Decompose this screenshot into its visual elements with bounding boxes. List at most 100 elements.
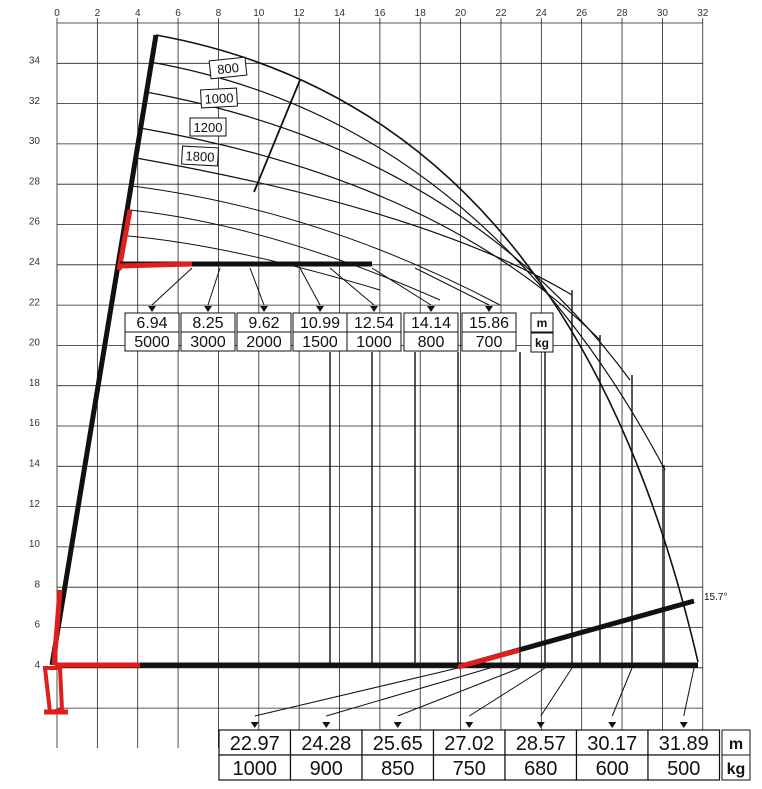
y-axis-ticks: 4 6 8 10 12 14 16 18 20 22 24 26 28 30 32 34 [29, 56, 41, 672]
pointer-arrow [393, 722, 402, 728]
jib-load-value: 1800 [185, 148, 215, 164]
angled-cylinder [457, 647, 521, 670]
unit-kg: kg [727, 761, 746, 778]
unit-cell [530, 332, 554, 353]
distance-cell [361, 729, 435, 756]
x-tick-label: 10 [253, 8, 265, 19]
pointer-arrow [608, 722, 617, 728]
load-value: 600 [596, 758, 629, 780]
x-tick-label: 4 [135, 8, 141, 19]
y-tick-label: 30 [29, 136, 41, 147]
distance-value: 27.02 [444, 733, 494, 755]
x-tick-label: 0 [54, 8, 60, 19]
jib-load-box [181, 145, 219, 167]
load-cell [575, 754, 649, 781]
leader-line [611, 667, 633, 717]
x-tick-label: 18 [415, 8, 427, 19]
x-tick-label: 22 [495, 8, 507, 19]
outer-reach-arc [155, 34, 699, 663]
unit-cell [530, 312, 554, 333]
unit-meter: m [729, 736, 743, 753]
reach-arc [135, 157, 573, 296]
leader-line [468, 667, 546, 717]
x-tick-label: 32 [697, 8, 709, 19]
pointer-arrow [322, 722, 331, 728]
load-cell [461, 331, 517, 352]
boom-cylinder [116, 209, 133, 271]
load-value: 750 [453, 758, 486, 780]
load-cell [124, 331, 180, 352]
pointer-arrow [536, 722, 545, 728]
reach-arc [149, 61, 666, 471]
leader-line [397, 667, 521, 717]
lower-load-table: 22.97 1000 24.28 900 25.65 850 27.02 750 28.57 68… [218, 667, 751, 781]
distance-cell [289, 729, 363, 756]
leader-line [326, 667, 491, 717]
leader-line [254, 667, 459, 717]
pointer-arrow [250, 722, 259, 728]
jib-limit-line [253, 79, 301, 193]
jib-load-box [200, 87, 238, 109]
distance-value: 31.89 [659, 733, 709, 755]
jib-load-label: 1800 [181, 145, 219, 167]
x-tick-label: 30 [657, 8, 669, 19]
jib-load-labels: 800 1000 1200 1800 [181, 56, 248, 167]
leader-line [371, 267, 432, 306]
load-cell [236, 331, 292, 352]
y-tick-label: 20 [29, 338, 41, 349]
boom-cylinder [51, 589, 63, 666]
distance-cell [647, 729, 721, 756]
distance-value: 15.86 [469, 315, 509, 332]
load-value: 900 [310, 758, 343, 780]
upper-load-table: 6.94 5000 8.25 3000 9.62 2000 10.99 1500 12.54 10… [124, 267, 554, 353]
distance-value: 6.94 [136, 315, 167, 332]
distance-value: 9.62 [248, 315, 279, 332]
crane-boom [42, 34, 698, 715]
jib-load-box [189, 117, 227, 137]
x-tick-label: 24 [536, 8, 548, 19]
load-cell [346, 331, 402, 352]
load-value: 850 [381, 758, 414, 780]
leader-line [329, 267, 375, 306]
y-tick-label: 24 [29, 257, 41, 268]
y-tick-label: 18 [29, 378, 41, 389]
x-tick-label: 16 [374, 8, 386, 19]
y-tick-label: 12 [29, 499, 41, 510]
y-tick-label: 34 [29, 56, 41, 67]
load-cell [218, 754, 292, 781]
leader-line [249, 267, 265, 306]
unit-meter: m [537, 316, 548, 330]
distance-value: 22.97 [230, 733, 280, 755]
leader-line [299, 267, 321, 306]
x-tick-label: 20 [455, 8, 467, 19]
y-tick-label: 6 [34, 620, 40, 631]
main-boom [49, 34, 159, 666]
distance-value: 14.14 [411, 315, 451, 332]
y-tick-label: 4 [34, 660, 40, 671]
y-tick-label: 14 [29, 459, 41, 470]
distance-value: 28.57 [516, 733, 566, 755]
load-value: 5000 [134, 334, 170, 351]
reach-arc [139, 127, 601, 341]
load-value: 1000 [233, 758, 278, 780]
y-tick-label: 32 [29, 96, 41, 107]
distance-value: 10.99 [300, 315, 340, 332]
distance-cell [575, 729, 649, 756]
distance-value: 25.65 [373, 733, 423, 755]
pointer-arrow [679, 722, 688, 728]
unit-cell [721, 754, 751, 781]
distance-value: 8.25 [192, 315, 223, 332]
load-value: 1000 [356, 334, 392, 351]
pointer-arrow [465, 722, 474, 728]
load-value: 500 [667, 758, 700, 780]
y-tick-label: 10 [29, 539, 41, 550]
load-value: 1500 [302, 334, 338, 351]
x-tick-label: 2 [95, 8, 101, 19]
jib-load-box [208, 56, 248, 80]
pointer-arrow [370, 306, 378, 312]
x-tick-label: 28 [616, 8, 628, 19]
load-value: 3000 [190, 334, 226, 351]
load-value: 680 [524, 758, 557, 780]
